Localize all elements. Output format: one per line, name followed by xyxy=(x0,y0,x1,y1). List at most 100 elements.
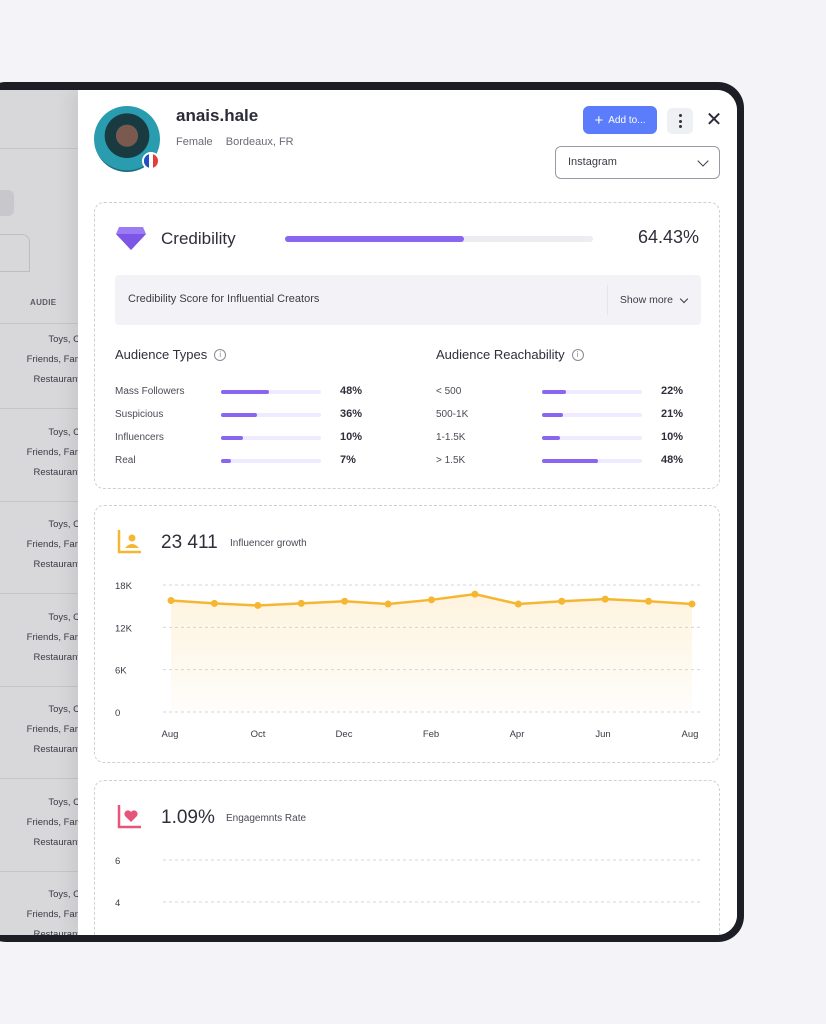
metric-value: 48% xyxy=(661,454,684,466)
metric-label: Suspicious xyxy=(115,409,164,420)
growth-point xyxy=(428,596,435,604)
background-row-text: Toys, C xyxy=(48,889,80,900)
credibility-title: Credibility xyxy=(161,229,236,248)
metric-value: 36% xyxy=(340,408,363,420)
show-more-label: Show more xyxy=(619,294,673,306)
metric-row: Real 7% xyxy=(115,452,385,475)
credibility-score-label: Credibility Score for Influential Creato… xyxy=(128,293,320,305)
growth-point xyxy=(297,599,305,607)
background-row[interactable]: Toys, C Friends, Fan Restaurant xyxy=(0,885,80,935)
metric-bar xyxy=(221,413,321,417)
background-row[interactable]: Toys, C Friends, Fan Restaurant xyxy=(0,330,80,390)
metric-bar xyxy=(542,459,642,463)
y-tick-label: 18K xyxy=(115,581,133,592)
metric-bar-fill xyxy=(542,413,563,417)
metric-value: 10% xyxy=(661,431,684,443)
more-options-button[interactable] xyxy=(667,108,693,134)
growth-point xyxy=(558,597,566,605)
background-row-text: Restaurant xyxy=(33,651,80,663)
metric-bar-fill xyxy=(542,436,560,440)
x-tick-label: Aug xyxy=(162,729,179,740)
background-row-text: Toys, C xyxy=(48,519,80,530)
growth-point xyxy=(601,595,609,603)
add-to-label: Add to... xyxy=(608,114,646,126)
background-row-text: Toys, C xyxy=(48,796,80,808)
y-tick-label: 0 xyxy=(115,708,120,719)
growth-point xyxy=(514,600,522,608)
username: anais.hale xyxy=(176,106,259,125)
metric-value: 48% xyxy=(340,385,363,397)
background-row[interactable]: Toys, C Friends, Fan Restaurant xyxy=(0,793,80,853)
background-row[interactable]: Toys, C Friends, Fan Restaurant xyxy=(0,515,80,575)
metric-value: 22% xyxy=(661,385,684,397)
background-row-text: Restaurant xyxy=(33,559,80,570)
metric-label: Influencers xyxy=(115,432,164,443)
metric-bar-fill xyxy=(221,436,243,440)
growth-point xyxy=(688,600,696,608)
growth-point xyxy=(341,597,349,605)
engagement-heart-icon xyxy=(117,805,141,829)
metric-bar-fill xyxy=(221,459,231,463)
credibility-score-box: Credibility Score for Influential Creato… xyxy=(115,275,701,325)
add-to-button[interactable]: + Add to... xyxy=(583,106,657,134)
engagement-value: 1.09% xyxy=(161,807,215,828)
x-tick-label: Feb xyxy=(423,729,439,740)
profile-panel: anais.hale Female Bordeaux, FR + Add to.… xyxy=(78,90,737,935)
background-row[interactable]: Toys, C Friends, Fan Restaurant xyxy=(0,700,80,760)
background-row[interactable]: Toys, C Friends, Fan Restaurant xyxy=(0,608,80,668)
influencer-growth-card: 23 411 Influencer growth 0 6K 12K 18K Aug Oct… xyxy=(94,505,720,763)
metric-bar xyxy=(221,390,321,394)
plus-icon: + xyxy=(594,111,604,129)
metric-row: 500-1K 21% xyxy=(436,406,706,429)
background-row-text: Toys, C xyxy=(48,334,80,345)
diamond-icon xyxy=(116,227,146,250)
metric-bar xyxy=(542,390,642,394)
metric-row: Mass Followers 48% xyxy=(115,383,385,406)
metric-label: > 1.5K xyxy=(436,455,466,466)
x-tick-label: Dec xyxy=(336,729,353,740)
background-row-text: Friends, Fan xyxy=(26,816,80,828)
metric-label: Real xyxy=(115,455,136,466)
metric-bar-fill xyxy=(221,413,257,417)
info-icon[interactable]: i xyxy=(214,348,227,361)
audience-reachability-list: < 500 22% 500-1K 21% 1-1.5K 10% > 1.5K 48% xyxy=(436,383,706,475)
show-more-button[interactable]: Show more xyxy=(606,285,689,315)
metric-bar-fill xyxy=(221,390,269,394)
background-row-text: Friends, Fan xyxy=(26,446,80,458)
metric-label: < 500 xyxy=(436,386,462,397)
engagement-chart: 46 xyxy=(115,856,701,909)
background-row-text: Friends, Fan xyxy=(26,909,80,920)
growth-area xyxy=(171,594,692,712)
close-icon[interactable]: ✕ xyxy=(705,109,723,131)
background-row-text: Toys, C xyxy=(48,704,80,715)
background-row-text: Friends, Fan xyxy=(26,631,80,643)
background-row-text: Toys, C xyxy=(48,426,80,438)
audience-reachability-title-text: Audience Reachability xyxy=(436,347,565,362)
metric-bar-fill xyxy=(542,390,566,394)
metric-value: 7% xyxy=(340,454,356,466)
metric-bar xyxy=(221,459,321,463)
metric-value: 10% xyxy=(340,431,363,443)
background-row-text: Friends, Fan xyxy=(26,539,80,550)
background-tab[interactable] xyxy=(0,234,30,272)
engagement-label: Engagemnts Rate xyxy=(226,813,307,824)
growth-value: 23 411 xyxy=(161,532,218,553)
platform-select[interactable]: Instagram xyxy=(555,146,720,179)
background-row-text: Restaurant xyxy=(33,374,80,385)
growth-label: Influencer growth xyxy=(230,538,307,549)
growth-point xyxy=(645,597,653,605)
tablet-frame: AUDIE Toys, C Friends, Fan Restaurant Toys,… xyxy=(0,82,744,942)
audience-types-title-text: Audience Types xyxy=(115,347,208,362)
info-icon[interactable]: i xyxy=(571,348,584,361)
metric-row: Suspicious 36% xyxy=(115,406,385,429)
background-row-text: Friends, Fan xyxy=(26,354,80,365)
background-menu-handle[interactable] xyxy=(0,190,14,216)
growth-point xyxy=(167,597,175,605)
background-row[interactable]: Toys, C Friends, Fan Restaurant xyxy=(0,423,80,483)
metric-bar xyxy=(542,436,642,440)
platform-value: Instagram xyxy=(568,156,617,168)
metric-row: > 1.5K 48% xyxy=(436,452,706,475)
metric-label: Mass Followers xyxy=(115,386,185,397)
background-column-header: AUDIE xyxy=(30,298,57,307)
